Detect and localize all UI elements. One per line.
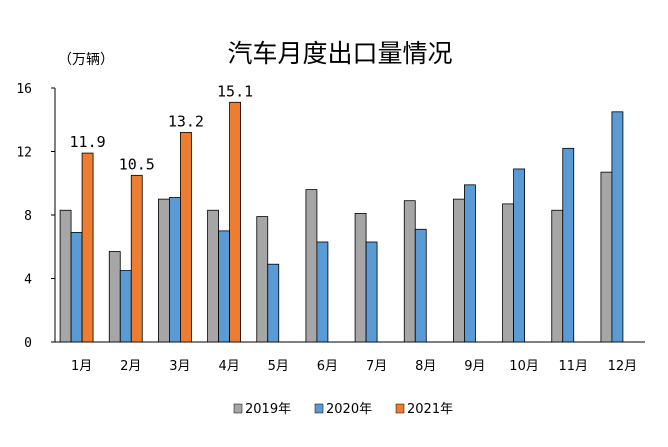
bar (354, 213, 367, 343)
x-tick-label: 11月 (558, 359, 588, 374)
data-label: 11.9 (70, 133, 106, 151)
bar (513, 168, 525, 343)
bar (562, 147, 575, 343)
legend-label: 2021年 (407, 402, 453, 417)
y-tick-label: 12 (16, 146, 32, 161)
bar (611, 111, 624, 343)
bar (600, 171, 613, 343)
bar (502, 203, 514, 343)
x-tick-label: 10月 (509, 359, 539, 374)
bar (414, 228, 427, 343)
legend-label: 2020年 (326, 402, 372, 417)
x-tick-label: 12月 (608, 359, 638, 374)
data-label: 15.1 (217, 82, 253, 100)
bar (70, 232, 83, 343)
bar (59, 209, 72, 343)
legend-swatch (314, 403, 324, 414)
bar (551, 209, 564, 343)
bar (464, 184, 476, 343)
y-tick-label: 16 (16, 82, 32, 97)
x-tick-label: 8月 (415, 359, 436, 374)
unit-label: （万辆） (58, 52, 114, 68)
x-tick-label: 2月 (120, 359, 141, 374)
bar (316, 241, 329, 343)
chart-title: 汽车月度出口量情况 (227, 39, 452, 68)
x-tick-label: 9月 (464, 359, 485, 374)
bar (130, 174, 143, 343)
bar (158, 198, 170, 343)
x-tick-label: 1月 (71, 359, 92, 374)
x-tick-label: 7月 (366, 359, 387, 374)
legend-label: 2019年 (245, 402, 291, 417)
x-tick-label: 4月 (218, 359, 239, 374)
y-tick-label: 8 (24, 209, 32, 224)
bar (108, 251, 121, 343)
data-label: 10.5 (119, 155, 155, 173)
bar (365, 241, 378, 343)
data-label: 13.2 (168, 112, 204, 130)
bar (218, 230, 230, 343)
bar (256, 216, 269, 343)
bar (81, 152, 94, 343)
bar (453, 198, 465, 343)
legend-swatch (233, 403, 243, 414)
bar (305, 189, 318, 343)
bar (180, 132, 192, 343)
bar (403, 200, 416, 343)
bar (229, 101, 241, 343)
bar (119, 270, 132, 343)
y-tick-label: 4 (24, 273, 32, 288)
bar (267, 263, 280, 343)
y-tick-label: 0 (24, 336, 32, 351)
legend-swatch (395, 403, 405, 414)
bar (207, 209, 219, 343)
bar (169, 197, 181, 343)
x-tick-label: 3月 (169, 359, 190, 374)
x-tick-label: 6月 (317, 359, 338, 374)
x-tick-label: 5月 (268, 359, 289, 374)
